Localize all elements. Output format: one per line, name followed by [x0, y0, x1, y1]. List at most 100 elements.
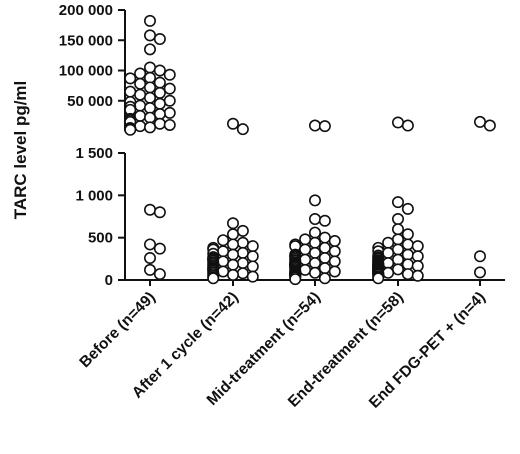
data-point: [153, 97, 166, 110]
data-point: [401, 202, 414, 215]
upper-tick-label: 150 000: [59, 32, 113, 49]
lower-tick-label: 500: [88, 230, 113, 247]
upper-tick-label: 100 000: [59, 63, 113, 80]
data-point: [144, 43, 157, 56]
data-point: [391, 223, 404, 236]
data-point: [227, 258, 240, 271]
data-point: [401, 228, 414, 241]
data-point: [217, 245, 230, 258]
data-point: [153, 108, 166, 121]
data-point: [236, 236, 249, 249]
data-point: [144, 29, 157, 42]
data-point: [236, 246, 249, 259]
data-point: [144, 102, 157, 115]
data-point: [328, 245, 341, 258]
data-point: [163, 106, 176, 119]
data-point: [134, 67, 147, 80]
data-point: [411, 250, 424, 263]
category-labels: Before (n=49)After 1 cycle (n=42)Mid-tre…: [76, 289, 488, 412]
data-point: [144, 251, 157, 264]
data-point: [163, 82, 176, 95]
data-point: [153, 64, 166, 77]
data-point: [124, 123, 137, 136]
data-point: [308, 194, 321, 207]
data-point: [473, 115, 486, 128]
data-point: [401, 119, 414, 132]
data-point: [163, 118, 176, 131]
data-points: [124, 14, 496, 286]
upper-tick-label: 200 000: [59, 2, 113, 19]
data-point: [153, 242, 166, 255]
data-point: [391, 116, 404, 129]
data-point: [246, 260, 259, 273]
data-point: [246, 240, 259, 253]
data-point: [328, 235, 341, 248]
data-point: [227, 228, 240, 241]
data-point: [144, 14, 157, 27]
data-point: [391, 196, 404, 209]
data-point: [401, 258, 414, 271]
data-point: [318, 262, 331, 275]
data-point: [318, 214, 331, 227]
data-point: [134, 77, 147, 90]
data-point: [299, 233, 312, 246]
data-point: [153, 268, 166, 281]
data-point: [299, 243, 312, 256]
data-point: [299, 253, 312, 266]
data-point: [391, 253, 404, 266]
data-point: [144, 203, 157, 216]
data-point: [144, 263, 157, 276]
lower-tick-label: 1 000: [75, 187, 113, 204]
data-point: [411, 269, 424, 282]
data-point: [227, 117, 240, 130]
data-point: [124, 85, 137, 98]
data-point: [134, 99, 147, 112]
data-point: [153, 33, 166, 46]
data-point: [308, 266, 321, 279]
data-point: [391, 243, 404, 256]
data-point: [289, 273, 302, 286]
data-point: [207, 272, 220, 285]
data-point: [382, 266, 395, 279]
data-point: [144, 121, 157, 134]
data-point: [401, 268, 414, 281]
data-point: [318, 272, 331, 285]
ticks: 50 000 100 000 150 000 200 000 0 500 1 000 1 50…: [59, 2, 481, 289]
data-point: [308, 236, 321, 249]
data-point: [308, 246, 321, 259]
data-point: [308, 119, 321, 132]
data-point: [318, 120, 331, 133]
data-point: [144, 111, 157, 124]
data-point: [134, 88, 147, 101]
data-point: [391, 233, 404, 246]
data-point: [411, 260, 424, 273]
data-point: [308, 257, 321, 270]
data-point: [236, 267, 249, 280]
data-point: [217, 255, 230, 268]
data-point: [153, 117, 166, 130]
data-point: [134, 109, 147, 122]
y-axis-title: TARC level pg/ml: [11, 81, 30, 220]
data-point: [153, 86, 166, 99]
data-point: [382, 236, 395, 249]
data-point: [144, 71, 157, 84]
data-point: [124, 72, 137, 85]
data-point: [163, 68, 176, 81]
data-point: [217, 234, 230, 247]
data-point: [246, 250, 259, 263]
data-point: [227, 217, 240, 230]
data-point: [473, 266, 486, 279]
data-point: [318, 231, 331, 244]
data-point: [227, 238, 240, 251]
data-point: [483, 119, 496, 132]
data-point: [299, 263, 312, 276]
data-point: [411, 240, 424, 253]
data-point: [144, 81, 157, 94]
data-point: [144, 61, 157, 74]
data-point: [372, 272, 385, 285]
data-point: [144, 91, 157, 104]
data-point: [163, 94, 176, 107]
data-point: [391, 263, 404, 276]
data-point: [328, 255, 341, 268]
